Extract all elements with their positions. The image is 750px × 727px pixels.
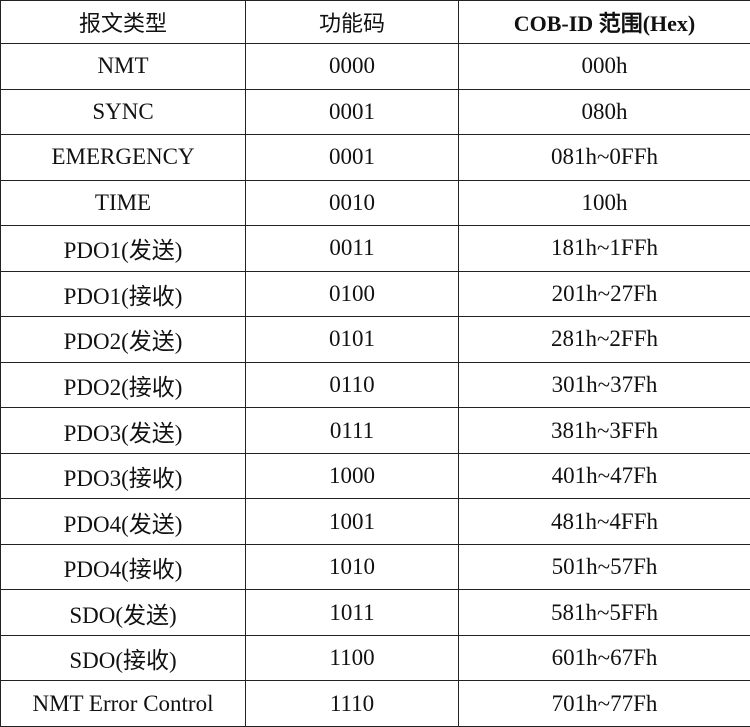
table-cell: NMT Error Control bbox=[0, 680, 246, 727]
table-cell: PDO1(发送) bbox=[0, 225, 246, 272]
table-cell: 301h~37Fh bbox=[458, 361, 750, 409]
header-row: 报文类型 功能码 COB-ID 范围(Hex) bbox=[0, 0, 750, 44]
table-cell: PDO3(接收) bbox=[0, 452, 246, 500]
table-row: NMT Error Control 1110 701h~77Fh bbox=[0, 680, 750, 727]
table-cell: 0111 bbox=[245, 407, 459, 454]
table-row: EMERGENCY 0001 081h~0FFh bbox=[0, 134, 750, 181]
table-cell: PDO4(接收) bbox=[0, 543, 246, 591]
header-cell: COB-ID 范围(Hex) bbox=[458, 0, 750, 44]
table-row: PDO1(接收) 0100 201h~27Fh bbox=[0, 270, 750, 318]
table-cell: 501h~57Fh bbox=[458, 543, 750, 591]
table-cell: SDO(接收) bbox=[0, 634, 246, 682]
table-cell: 0001 bbox=[245, 134, 459, 181]
table-cell: TIME bbox=[0, 179, 246, 227]
table-cell: 1000 bbox=[245, 452, 459, 500]
table-head: 报文类型 功能码 COB-ID 范围(Hex) bbox=[0, 0, 750, 44]
table-cell: NMT bbox=[0, 43, 246, 90]
header-cell: 功能码 bbox=[245, 0, 459, 44]
table-cell: PDO2(接收) bbox=[0, 361, 246, 409]
table-cell: PDO2(发送) bbox=[0, 316, 246, 363]
table-cell: EMERGENCY bbox=[0, 134, 246, 181]
table-cell: 581h~5FFh bbox=[458, 589, 750, 636]
header-cell: 报文类型 bbox=[0, 0, 246, 44]
table-cell: 1110 bbox=[245, 680, 459, 727]
table-cell: 1001 bbox=[245, 498, 459, 545]
table-row: NMT 0000 000h bbox=[0, 43, 750, 90]
table-cell: 201h~27Fh bbox=[458, 270, 750, 318]
table-cell: 080h bbox=[458, 88, 750, 136]
table-cell: 000h bbox=[458, 43, 750, 90]
table-body: NMT 0000 000h SYNC 0001 080h EMERGENCY 0001 081h… bbox=[0, 43, 750, 727]
table-cell: 401h~47Fh bbox=[458, 452, 750, 500]
table-cell: 0000 bbox=[245, 43, 459, 90]
table-cell: SYNC bbox=[0, 88, 246, 136]
table-row: PDO4(接收) 1010 501h~57Fh bbox=[0, 543, 750, 591]
table-cell: 1011 bbox=[245, 589, 459, 636]
table-row: PDO3(接收) 1000 401h~47Fh bbox=[0, 452, 750, 500]
table-row: PDO4(发送) 1001 481h~4FFh bbox=[0, 498, 750, 545]
table-row: PDO2(接收) 0110 301h~37Fh bbox=[0, 361, 750, 409]
table-cell: 0100 bbox=[245, 270, 459, 318]
table-cell: PDO3(发送) bbox=[0, 407, 246, 454]
table-cell: 0001 bbox=[245, 88, 459, 136]
table-row: SDO(接收) 1100 601h~67Fh bbox=[0, 634, 750, 682]
table-cell: 0010 bbox=[245, 179, 459, 227]
table-row: PDO2(发送) 0101 281h~2FFh bbox=[0, 316, 750, 363]
table-cell: 181h~1FFh bbox=[458, 225, 750, 272]
table-row: PDO3(发送) 0111 381h~3FFh bbox=[0, 407, 750, 454]
table-row: PDO1(发送) 0011 181h~1FFh bbox=[0, 225, 750, 272]
table-cell: SDO(发送) bbox=[0, 589, 246, 636]
table-cell: 481h~4FFh bbox=[458, 498, 750, 545]
table-cell: 0011 bbox=[245, 225, 459, 272]
table-cell: 0110 bbox=[245, 361, 459, 409]
table-cell: 0101 bbox=[245, 316, 459, 363]
table-row: SYNC 0001 080h bbox=[0, 88, 750, 136]
table-cell: PDO4(发送) bbox=[0, 498, 246, 545]
table-cell: 1010 bbox=[245, 543, 459, 591]
table-cell: 100h bbox=[458, 179, 750, 227]
table-cell: 1100 bbox=[245, 634, 459, 682]
table-cell: 081h~0FFh bbox=[458, 134, 750, 181]
table-cell: 281h~2FFh bbox=[458, 316, 750, 363]
table-cell: PDO1(接收) bbox=[0, 270, 246, 318]
table-row: SDO(发送) 1011 581h~5FFh bbox=[0, 589, 750, 636]
table-cell: 701h~77Fh bbox=[458, 680, 750, 727]
table-cell: 381h~3FFh bbox=[458, 407, 750, 454]
table-row: TIME 0010 100h bbox=[0, 179, 750, 227]
table-cell: 601h~67Fh bbox=[458, 634, 750, 682]
